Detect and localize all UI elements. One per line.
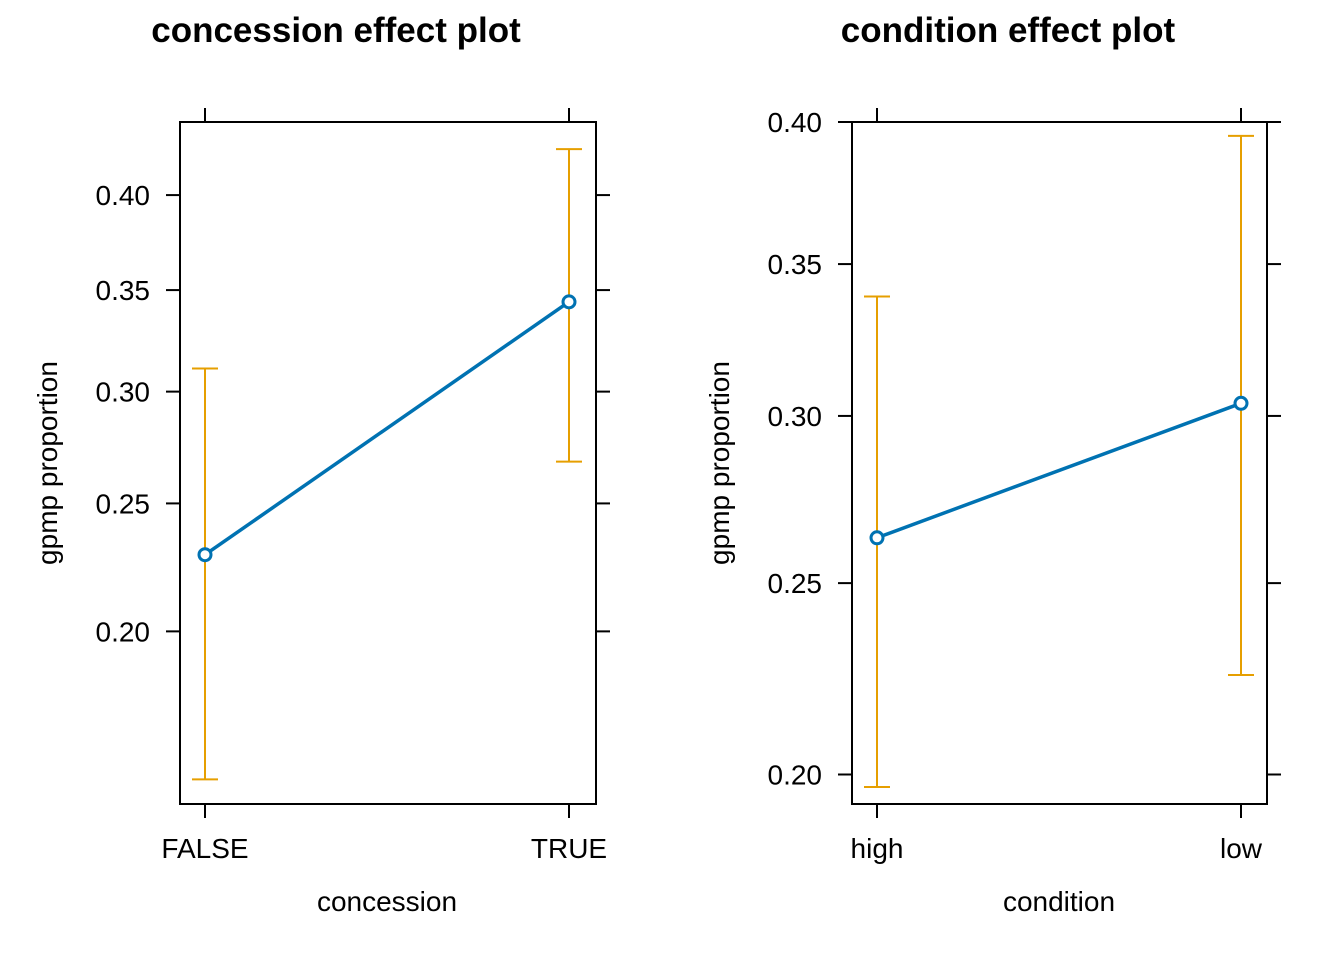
panel-condition: condition effect plot condition gpmp pro…	[704, 11, 1281, 917]
x-axis-label: concession	[317, 886, 457, 917]
y-tick-label: 0.40	[768, 107, 823, 138]
chart-title: condition effect plot	[841, 11, 1176, 50]
plot-frame	[179, 121, 597, 805]
y-tick-label: 0.30	[768, 401, 823, 432]
y-tick-label: 0.20	[96, 616, 151, 647]
panel-concession: concession effect plot concession gpmp p…	[32, 11, 610, 917]
chart-title: concession effect plot	[151, 11, 521, 50]
effect-point	[1233, 395, 1249, 411]
x-tick-label: high	[851, 833, 904, 864]
y-tick-label: 0.35	[768, 249, 823, 280]
x-axis-label: condition	[1003, 886, 1115, 917]
x-tick-label: low	[1220, 833, 1263, 864]
y-axis-label: gpmp proportion	[704, 361, 735, 565]
effect-point	[197, 547, 213, 563]
effect-point	[869, 530, 885, 546]
y-tick-label: 0.40	[96, 180, 151, 211]
y-tick-label: 0.20	[768, 760, 823, 791]
effect-line	[204, 300, 570, 557]
effect-point	[561, 294, 577, 310]
y-tick-label: 0.30	[96, 377, 151, 408]
x-tick-label: TRUE	[531, 833, 607, 864]
x-tick-label: FALSE	[161, 833, 248, 864]
effect-line	[876, 401, 1242, 540]
y-tick-label: 0.25	[768, 568, 823, 599]
y-tick-label: 0.35	[96, 275, 151, 306]
y-axis-label: gpmp proportion	[32, 361, 63, 565]
y-tick-label: 0.25	[96, 488, 151, 519]
plot-frame	[851, 121, 1268, 805]
